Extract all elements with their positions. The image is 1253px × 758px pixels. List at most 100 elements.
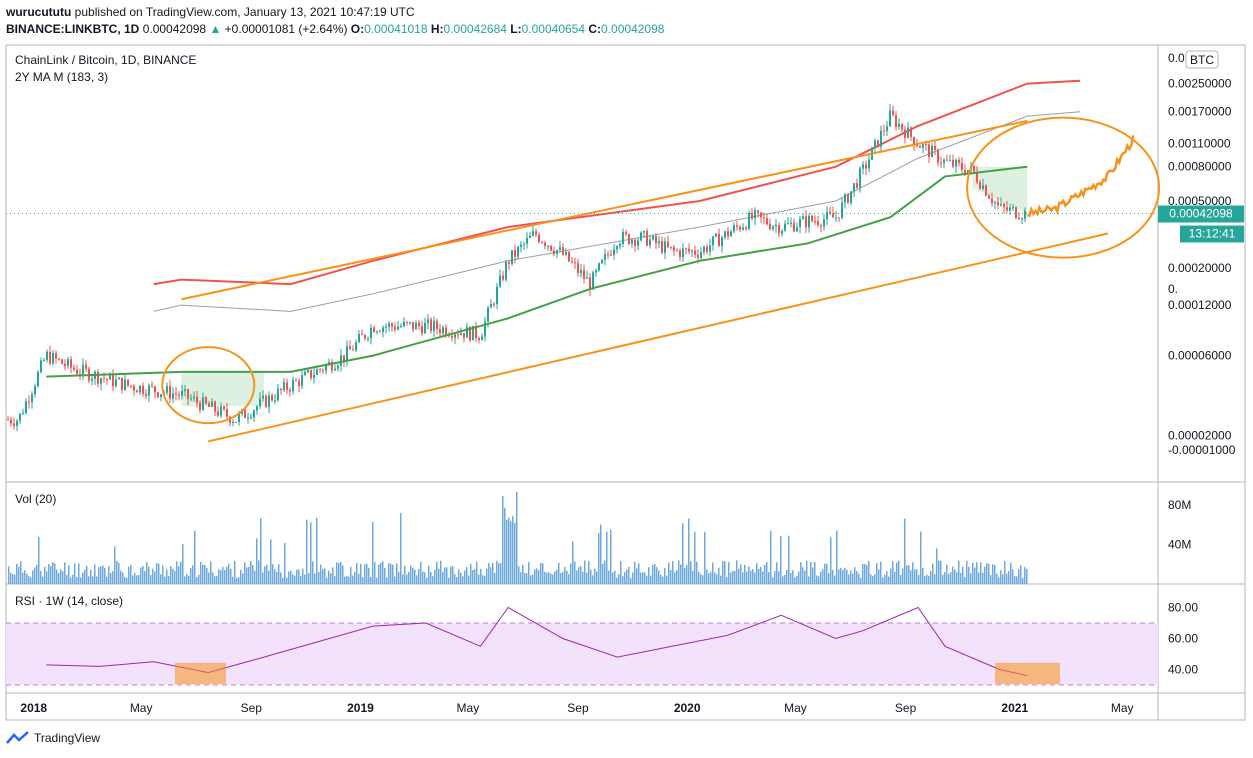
candle-body [991, 198, 993, 203]
volume-bar [796, 575, 798, 584]
candle-body [319, 369, 321, 371]
price-axis-label: 0.00006000 [1168, 349, 1232, 363]
volume-bar [1012, 569, 1014, 584]
volume-bar [138, 575, 140, 584]
volume-bar [344, 576, 346, 584]
volume-bar [700, 574, 702, 584]
volume-bar [924, 576, 926, 584]
volume-bar [194, 530, 196, 584]
volume-bar [360, 563, 362, 584]
volume-bar [248, 566, 250, 584]
time-axis-label: Sep [567, 701, 589, 715]
candle-body [958, 159, 960, 163]
volume-bar [152, 568, 154, 584]
price-axis-label: 0.00080000 [1168, 160, 1232, 174]
candle-body [949, 159, 951, 161]
candle-body [487, 307, 489, 322]
volume-bar [80, 577, 82, 584]
volume-bar [986, 563, 988, 584]
countdown-tag-label: 13:12:41 [1189, 227, 1236, 241]
candle-body [793, 222, 795, 232]
volume-bar [1014, 576, 1016, 584]
volume-bar [394, 576, 396, 584]
volume-bar [960, 572, 962, 584]
candle-body [682, 248, 684, 257]
candle-body [547, 245, 549, 247]
candle-body [898, 123, 900, 128]
candle-body [262, 395, 264, 399]
volume-bar [798, 571, 800, 584]
candle-body [178, 394, 180, 396]
volume-bar [776, 562, 778, 584]
volume-bar [464, 570, 466, 584]
tradingview-footer[interactable]: TradingView [6, 731, 100, 745]
volume-bar [870, 574, 872, 584]
candle-body [130, 385, 132, 387]
volume-bar [1020, 565, 1022, 584]
volume-bar [840, 567, 842, 584]
candle-body [385, 326, 387, 328]
candle-body [892, 110, 894, 116]
volume-bar [426, 577, 428, 584]
volume-bar [862, 564, 864, 584]
candle-body [847, 194, 849, 203]
volume-bar [494, 573, 496, 584]
candle-body [151, 385, 153, 387]
volume-bar [540, 563, 542, 584]
candle-body [514, 250, 516, 257]
volume-bar [536, 568, 538, 584]
candle-body [994, 202, 996, 204]
author-name[interactable]: wurucututu [6, 5, 72, 19]
candle-body [361, 334, 363, 336]
volume-bar [108, 566, 110, 584]
volume-bar [544, 571, 546, 584]
volume-bar [656, 567, 658, 584]
volume-bar [750, 570, 752, 584]
candle-body [985, 185, 987, 196]
volume-bar [298, 569, 300, 584]
candle-body [613, 249, 615, 256]
volume-bar [474, 569, 476, 584]
volume-bar [252, 564, 254, 584]
volume-bar [688, 518, 690, 584]
candle-body [331, 361, 333, 371]
volume-bar [586, 572, 588, 584]
volume-bar [450, 566, 452, 584]
volume-bar [58, 573, 60, 584]
volume-bar [46, 571, 48, 584]
candle-body [568, 251, 570, 262]
candle-body [73, 367, 75, 370]
volume-bar [214, 576, 216, 584]
candle-body [382, 327, 384, 332]
volume-bar [966, 560, 968, 584]
volume-bar [650, 575, 652, 584]
candle-body [937, 149, 939, 163]
candle-body [172, 393, 174, 399]
volume-bar [618, 574, 620, 584]
candle-body [220, 406, 222, 416]
candle-body [883, 130, 885, 132]
volume-bar [146, 562, 148, 584]
volume-bar [914, 569, 916, 584]
volume-bar [552, 574, 554, 584]
volume-bar [786, 569, 788, 584]
candle-body [418, 322, 420, 327]
candle-body [292, 380, 294, 392]
volume-bar [778, 571, 780, 584]
candle-body [166, 386, 168, 393]
volume-bar [692, 570, 694, 584]
volume-bar [404, 565, 406, 584]
volume-bar [302, 568, 304, 584]
candle-body [634, 239, 636, 246]
volume-bar [166, 569, 168, 584]
volume-bar [790, 573, 792, 584]
volume-bar [134, 572, 136, 584]
volume-bar [582, 571, 584, 584]
candle-body [712, 236, 714, 246]
volume-bar [872, 576, 874, 584]
volume-bar [990, 575, 992, 584]
candle-body [76, 369, 78, 374]
volume-bar [478, 574, 480, 584]
volume-bar [330, 573, 332, 584]
